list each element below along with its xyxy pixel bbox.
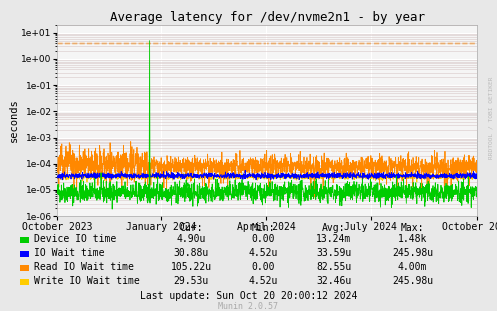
Title: Average latency for /dev/nvme2n1 - by year: Average latency for /dev/nvme2n1 - by ye…	[110, 11, 424, 24]
Text: 82.55u: 82.55u	[317, 262, 351, 272]
Text: 0.00: 0.00	[251, 234, 275, 244]
Text: 4.52u: 4.52u	[248, 248, 278, 258]
Text: 33.59u: 33.59u	[317, 248, 351, 258]
Text: Write IO Wait time: Write IO Wait time	[34, 276, 140, 286]
Text: IO Wait time: IO Wait time	[34, 248, 104, 258]
Text: Device IO time: Device IO time	[34, 234, 116, 244]
Text: 29.53u: 29.53u	[174, 276, 209, 286]
Text: 245.98u: 245.98u	[392, 276, 433, 286]
Text: 13.24m: 13.24m	[317, 234, 351, 244]
Text: 1.48k: 1.48k	[398, 234, 427, 244]
Text: 30.88u: 30.88u	[174, 248, 209, 258]
Text: 32.46u: 32.46u	[317, 276, 351, 286]
Text: 4.00m: 4.00m	[398, 262, 427, 272]
Text: Max:: Max:	[401, 223, 424, 233]
Text: 245.98u: 245.98u	[392, 248, 433, 258]
Text: 4.90u: 4.90u	[176, 234, 206, 244]
Text: Min:: Min:	[251, 223, 275, 233]
Text: 0.00: 0.00	[251, 262, 275, 272]
Text: Cur:: Cur:	[179, 223, 203, 233]
Text: Munin 2.0.57: Munin 2.0.57	[219, 302, 278, 311]
Text: RRDTOOL / TOBI OETIKER: RRDTOOL / TOBI OETIKER	[489, 77, 494, 160]
Text: Avg:: Avg:	[322, 223, 346, 233]
Y-axis label: seconds: seconds	[8, 99, 18, 142]
Text: 105.22u: 105.22u	[171, 262, 212, 272]
Text: Read IO Wait time: Read IO Wait time	[34, 262, 134, 272]
Text: Last update: Sun Oct 20 20:00:12 2024: Last update: Sun Oct 20 20:00:12 2024	[140, 291, 357, 301]
Text: 4.52u: 4.52u	[248, 276, 278, 286]
